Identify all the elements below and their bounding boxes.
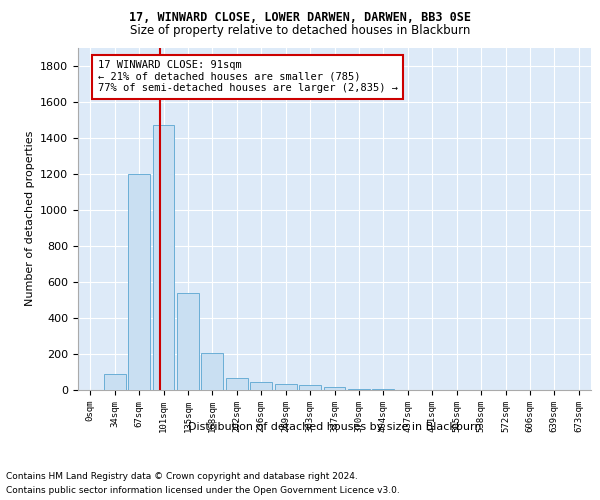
Text: Size of property relative to detached houses in Blackburn: Size of property relative to detached ho… <box>130 24 470 37</box>
Bar <box>202 353 223 390</box>
Bar <box>104 374 125 390</box>
Y-axis label: Number of detached properties: Number of detached properties <box>25 131 35 306</box>
Bar <box>250 382 272 390</box>
Bar <box>299 385 321 390</box>
Bar <box>323 388 346 390</box>
Bar <box>226 378 248 390</box>
Bar <box>373 389 394 390</box>
Text: Distribution of detached houses by size in Blackburn: Distribution of detached houses by size … <box>188 422 482 432</box>
Bar <box>348 388 370 390</box>
Text: 17, WINWARD CLOSE, LOWER DARWEN, DARWEN, BB3 0SE: 17, WINWARD CLOSE, LOWER DARWEN, DARWEN,… <box>129 11 471 24</box>
Text: Contains public sector information licensed under the Open Government Licence v3: Contains public sector information licen… <box>6 486 400 495</box>
Bar <box>275 384 296 390</box>
Text: Contains HM Land Registry data © Crown copyright and database right 2024.: Contains HM Land Registry data © Crown c… <box>6 472 358 481</box>
Bar <box>128 174 150 390</box>
Bar <box>152 125 175 390</box>
Text: 17 WINWARD CLOSE: 91sqm
← 21% of detached houses are smaller (785)
77% of semi-d: 17 WINWARD CLOSE: 91sqm ← 21% of detache… <box>98 60 398 94</box>
Bar <box>177 292 199 390</box>
